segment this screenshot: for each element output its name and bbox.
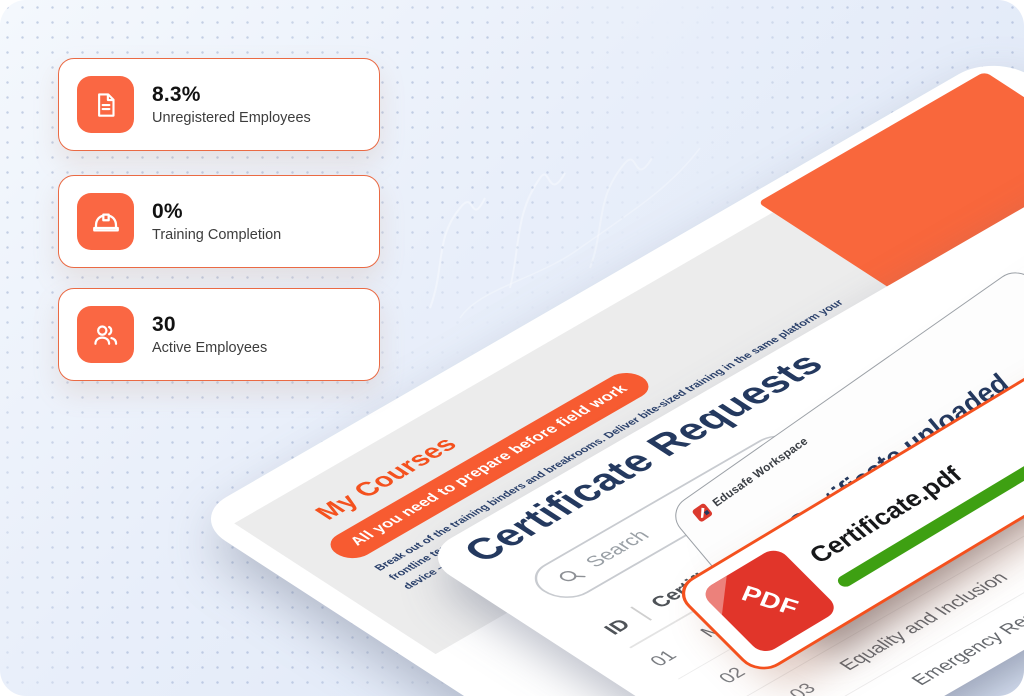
stat-label: Training Completion — [152, 227, 282, 243]
stat-value: 8.3% — [152, 83, 201, 106]
stat-card-active-employees: 30 Active Employees — [58, 288, 380, 381]
header-divider — [630, 606, 652, 621]
stat-label: Active Employees — [152, 340, 268, 356]
certificate-requests-panel: Certificate Requests ID Certificate Name… — [420, 51, 1024, 696]
people-icon — [77, 306, 134, 363]
stat-value: 30 — [152, 313, 176, 336]
stat-value: 0% — [152, 200, 183, 223]
stat-card-unregistered: 8.3% Unregistered Employees — [58, 58, 380, 151]
header-id: ID — [599, 615, 636, 638]
search-field[interactable] — [521, 427, 826, 606]
search-icon — [559, 571, 586, 582]
stat-label: Unregistered Employees — [152, 110, 311, 126]
stat-card-training: 0% Training Completion — [58, 175, 380, 268]
certificate-uploaded-card: Edusafe Workspace Certificate uploaded — [666, 264, 1024, 644]
hard-hat-icon — [77, 193, 134, 250]
workspace-branding: Edusafe Workspace — [690, 433, 812, 524]
document-icon — [77, 76, 134, 133]
pdf-label: PDF — [737, 580, 802, 621]
edusafe-logo-icon — [692, 503, 713, 522]
